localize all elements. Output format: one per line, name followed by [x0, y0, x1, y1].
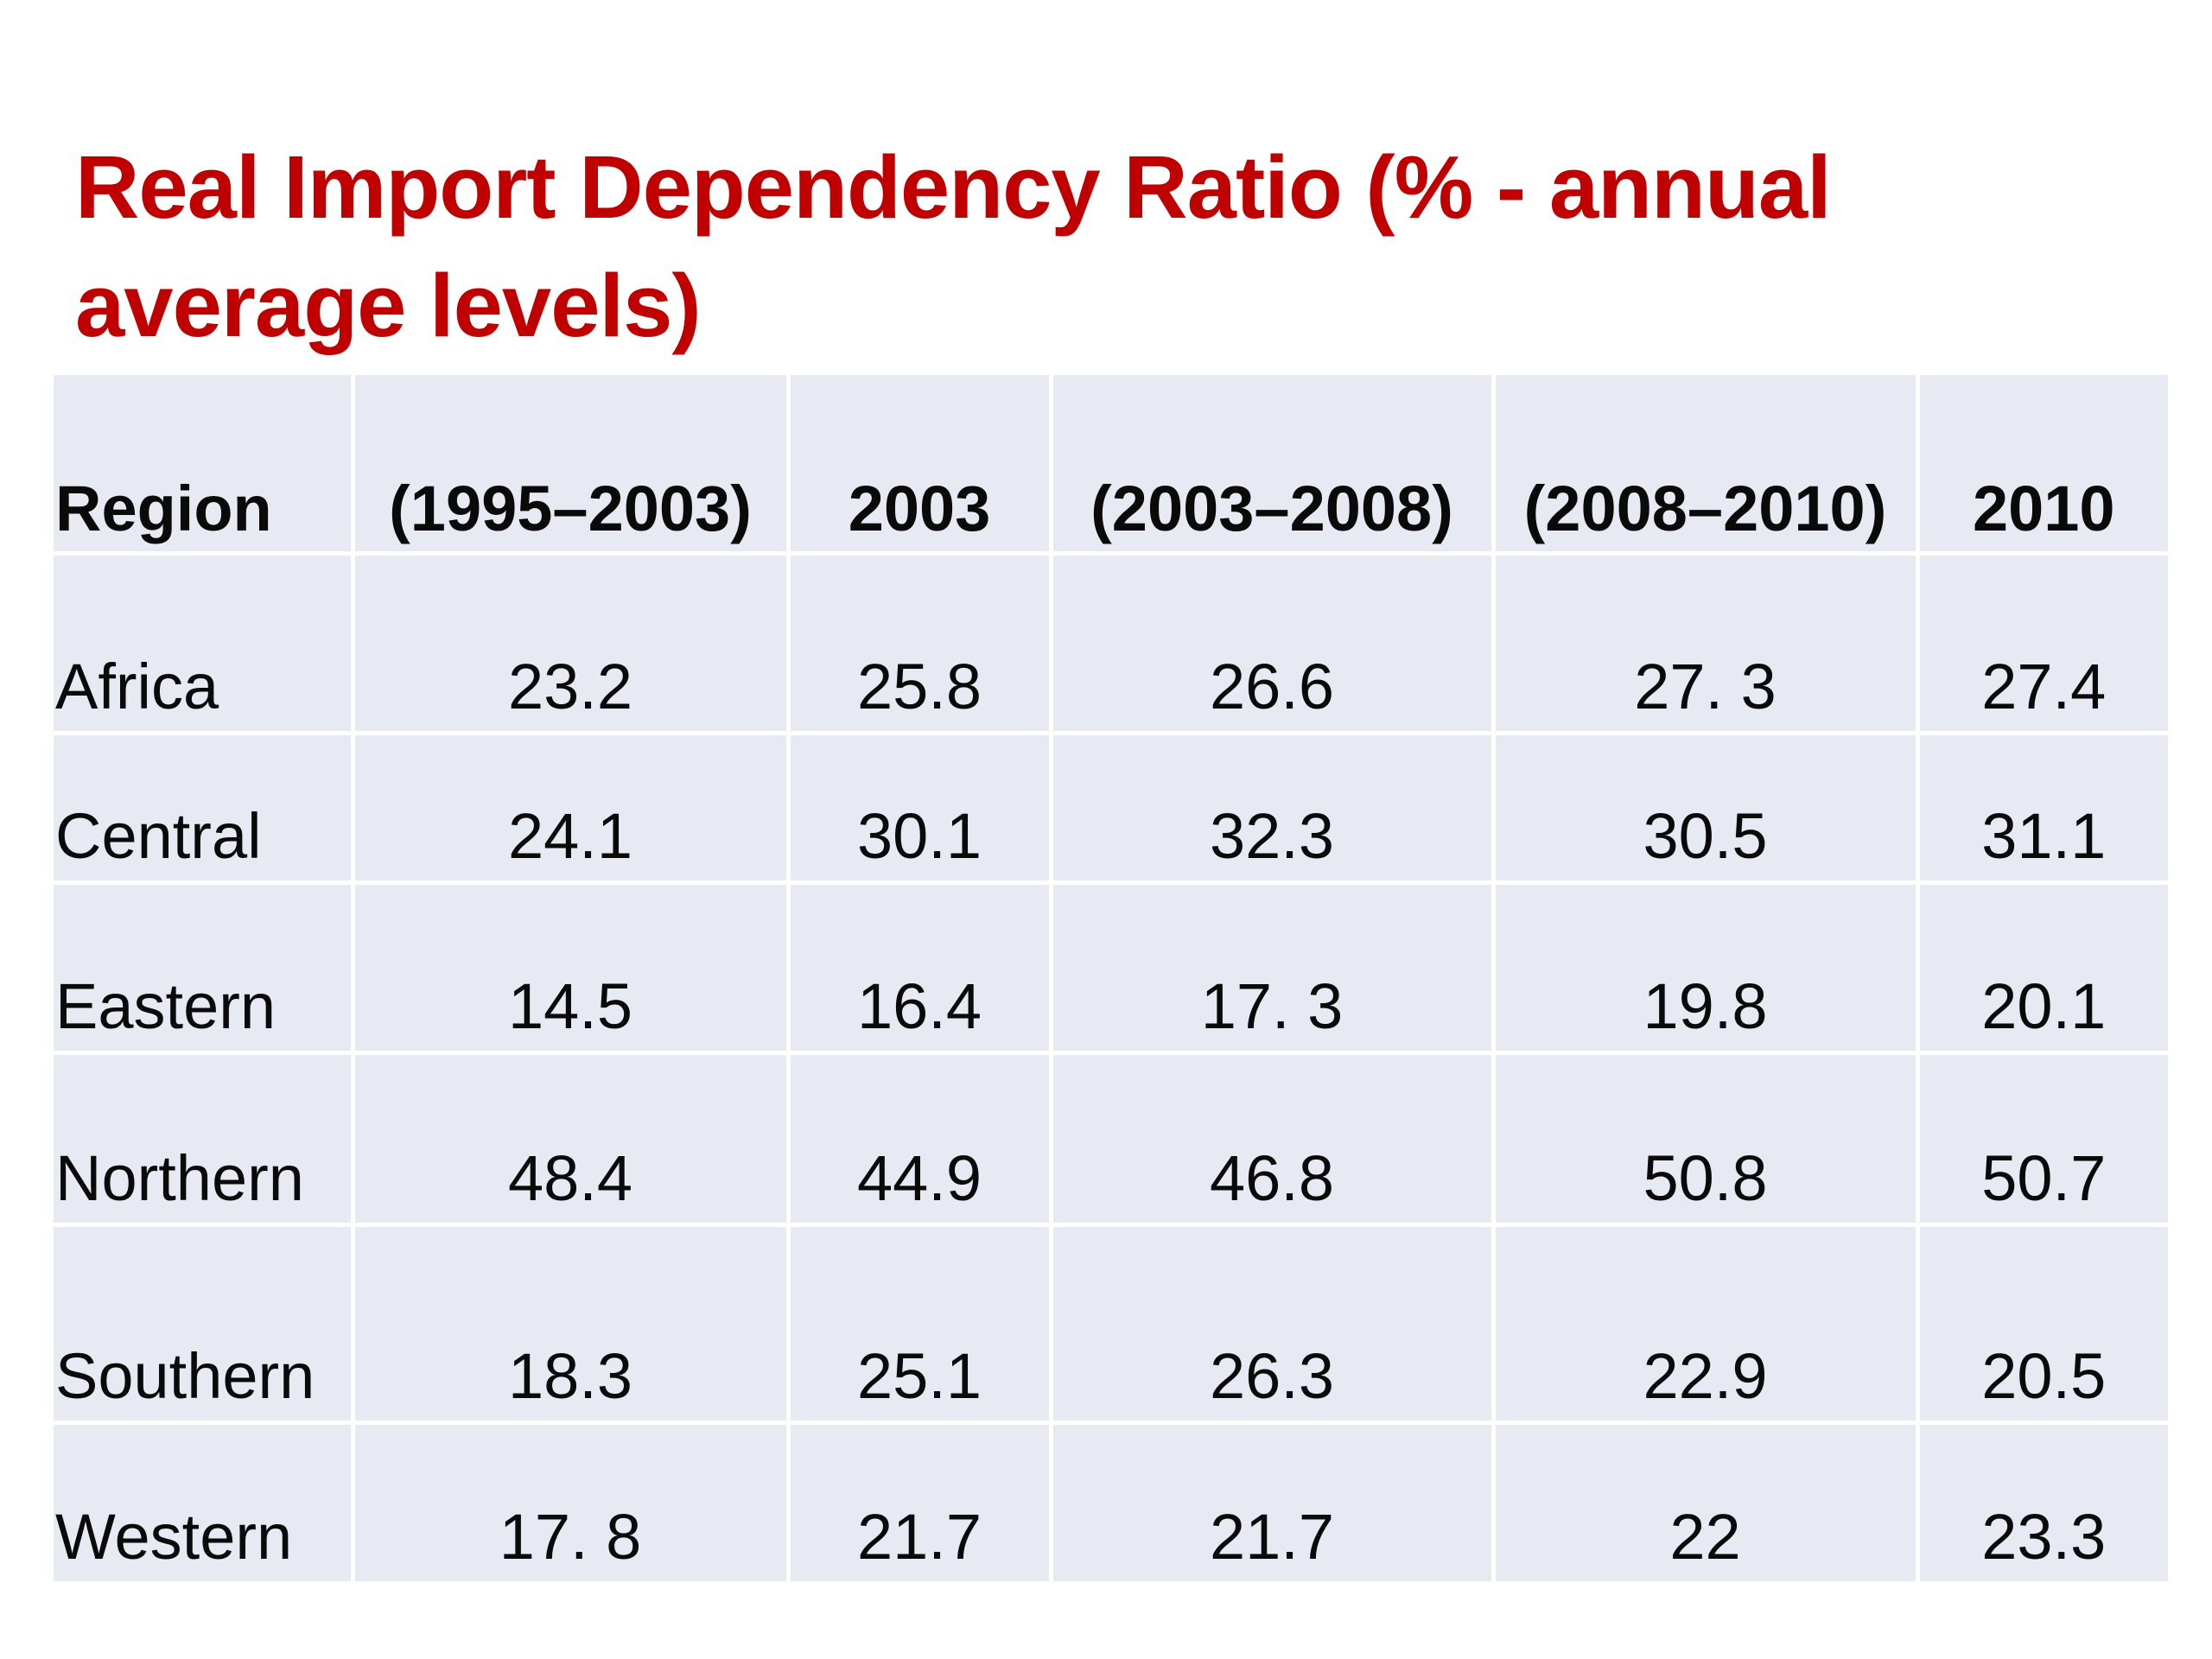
- table-row-central: Central 24.1 30.1 32.3 30.5 31.1: [54, 730, 2168, 885]
- table-row-northern: Northern 48.4 44.9 46.8 50.8 50.7: [54, 1050, 2168, 1227]
- table-cell: 24.1: [350, 730, 791, 885]
- table-header-row: Region (1995–2003) 2003 (2003–2008) (200…: [54, 375, 2168, 556]
- table-row-western: Western 17. 8 21.7 21.7 22 23.3: [54, 1420, 2168, 1581]
- region-label: Africa: [54, 550, 355, 735]
- table-row-africa: Africa 23.2 25.8 26.6 27. 3 27.4: [54, 550, 2168, 735]
- column-header-2010: 2010: [1915, 375, 2168, 556]
- column-header-2003-2008: (2003–2008): [1048, 375, 1496, 556]
- slide-title: Real Import Dependency Ratio (% - annual…: [75, 137, 1832, 355]
- table-cell: 21.7: [785, 1420, 1053, 1581]
- table-cell: 27. 3: [1491, 550, 1920, 735]
- table-row-southern: Southern 18.3 25.1 26.3 22.9 20.5: [54, 1222, 2168, 1425]
- column-header-region: Region: [54, 375, 355, 556]
- table-cell: 46.8: [1048, 1050, 1496, 1227]
- table-cell: 14.5: [350, 880, 791, 1055]
- table-cell: 27.4: [1915, 550, 2168, 735]
- table-cell: 19.8: [1491, 880, 1920, 1055]
- import-dependency-table: Region (1995–2003) 2003 (2003–2008) (200…: [54, 375, 2168, 1581]
- table-cell: 16.4: [785, 880, 1053, 1055]
- region-label: Northern: [54, 1050, 355, 1227]
- table-cell: 30.5: [1491, 730, 1920, 885]
- table-cell: 18.3: [350, 1222, 791, 1425]
- table-cell: 30.1: [785, 730, 1053, 885]
- column-header-2008-2010: (2008–2010): [1491, 375, 1920, 556]
- table-cell: 26.3: [1048, 1222, 1496, 1425]
- table-cell: 17. 3: [1048, 880, 1496, 1055]
- table-cell: 23.2: [350, 550, 791, 735]
- region-label: Southern: [54, 1222, 355, 1425]
- table-cell: 50.8: [1491, 1050, 1920, 1227]
- table-cell: 48.4: [350, 1050, 791, 1227]
- table-cell: 20.5: [1915, 1222, 2168, 1425]
- table-cell: 31.1: [1915, 730, 2168, 885]
- table-cell: 21.7: [1048, 1420, 1496, 1581]
- table-cell: 25.1: [785, 1222, 1053, 1425]
- table-cell: 17. 8: [350, 1420, 791, 1581]
- region-label: Eastern: [54, 880, 355, 1055]
- column-header-2003: 2003: [785, 375, 1053, 556]
- table-cell: 26.6: [1048, 550, 1496, 735]
- table-row-eastern: Eastern 14.5 16.4 17. 3 19.8 20.1: [54, 880, 2168, 1055]
- table-cell: 44.9: [785, 1050, 1053, 1227]
- region-label: Western: [54, 1420, 355, 1581]
- table-cell: 25.8: [785, 550, 1053, 735]
- table-cell: 22: [1491, 1420, 1920, 1581]
- table-cell: 50.7: [1915, 1050, 2168, 1227]
- table-cell: 32.3: [1048, 730, 1496, 885]
- table-cell: 22.9: [1491, 1222, 1920, 1425]
- table-cell: 23.3: [1915, 1420, 2168, 1581]
- region-label: Central: [54, 730, 355, 885]
- table-cell: 20.1: [1915, 880, 2168, 1055]
- column-header-1995-2003: (1995–2003): [350, 375, 791, 556]
